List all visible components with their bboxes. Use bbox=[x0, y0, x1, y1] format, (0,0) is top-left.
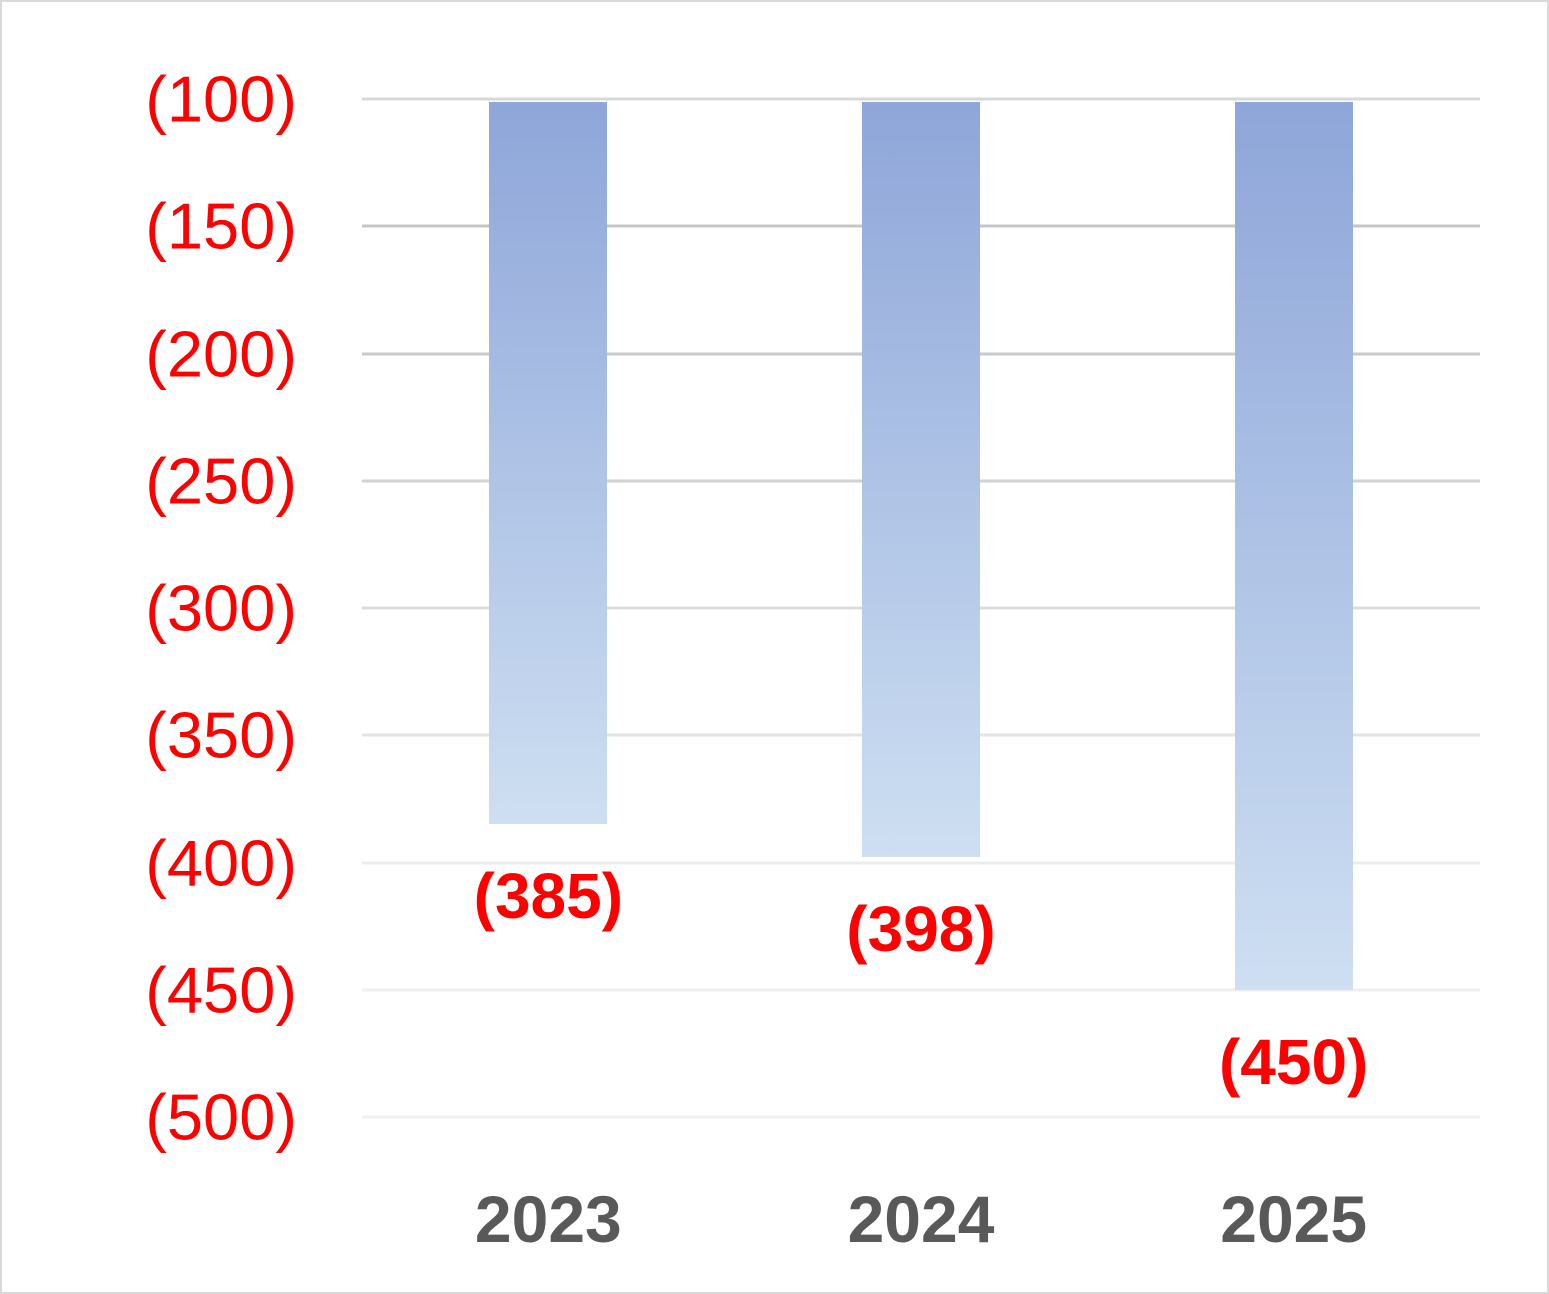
gridline bbox=[362, 97, 1480, 101]
y-tick-label: (500) bbox=[145, 1080, 297, 1154]
y-tick-label: (150) bbox=[145, 189, 297, 263]
gridline bbox=[362, 988, 1480, 992]
y-tick-label: (300) bbox=[145, 571, 297, 645]
x-category-label-2025: 2025 bbox=[1220, 1182, 1368, 1256]
y-tick-label: (200) bbox=[145, 317, 297, 390]
data-label-2024: (398) bbox=[846, 893, 996, 966]
data-label-2023: (385) bbox=[473, 860, 624, 933]
y-tick-label: (250) bbox=[145, 444, 297, 518]
y-tick-label: (450) bbox=[145, 953, 297, 1027]
gridline bbox=[362, 1115, 1480, 1119]
y-tick-label: (350) bbox=[145, 698, 297, 772]
x-category-label-2024: 2024 bbox=[847, 1182, 995, 1256]
gridline bbox=[362, 861, 1480, 864]
data-label-2025: (450) bbox=[1218, 1025, 1369, 1098]
bar-2025 bbox=[1234, 102, 1353, 990]
bar-2023 bbox=[489, 102, 608, 825]
y-tick-label: (100) bbox=[145, 62, 297, 136]
y-tick-label: (400) bbox=[145, 826, 297, 899]
bar-2024 bbox=[862, 102, 980, 858]
x-category-label-2023: 2023 bbox=[474, 1182, 622, 1256]
